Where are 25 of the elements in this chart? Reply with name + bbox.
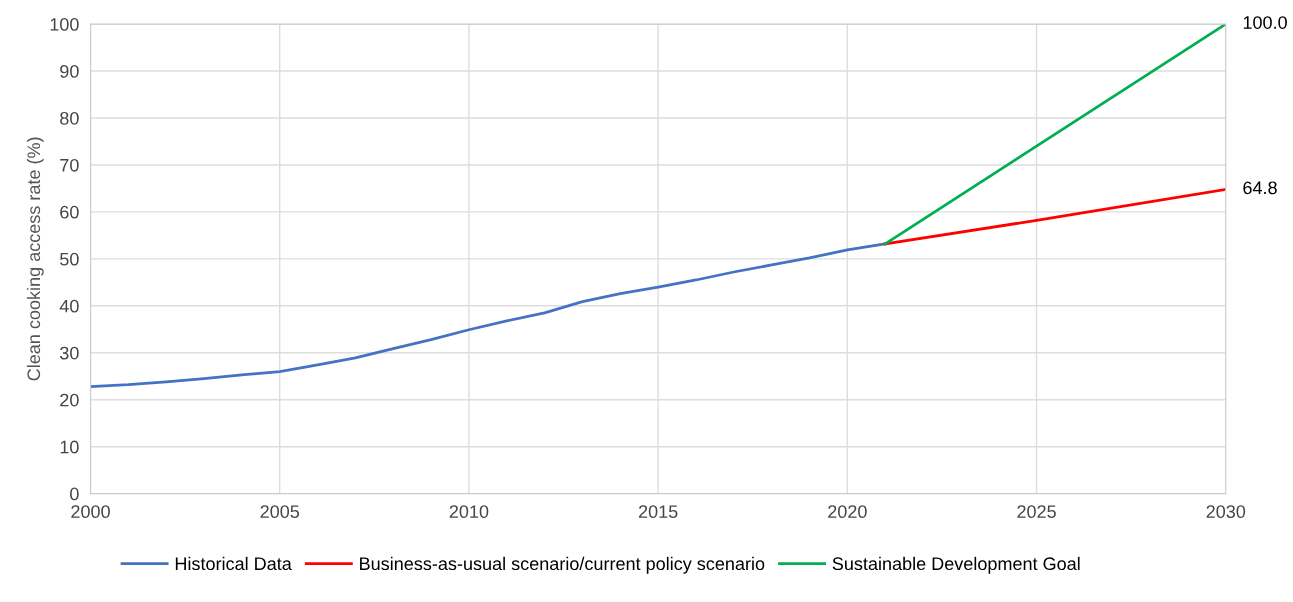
- x-tick-label: 2005: [260, 505, 300, 519]
- y-axis-title: Clean cooking access rate (%): [26, 137, 44, 381]
- legend-label: Sustainable Development Goal: [832, 556, 1080, 574]
- y-tick-label: 20: [60, 393, 79, 407]
- x-tick-label: 2015: [638, 505, 678, 519]
- y-tick-label: 90: [60, 64, 79, 78]
- legend-label: Historical Data: [175, 556, 292, 571]
- y-tick-label: 30: [60, 346, 79, 360]
- x-tick-label: 2010: [449, 505, 489, 519]
- y-tick-label: 80: [60, 111, 79, 125]
- annotation: 100.0: [1243, 16, 1287, 29]
- y-tick-label: 0: [70, 487, 79, 501]
- x-tick-label: 2030: [1206, 505, 1246, 519]
- line-series: [90, 242, 887, 388]
- annotation: 64.8: [1243, 181, 1277, 195]
- x-tick-label: 2025: [1017, 505, 1056, 519]
- y-tick-label: 50: [60, 252, 79, 266]
- y-tick-label: 40: [59, 299, 79, 313]
- y-tick-label: 70: [60, 158, 79, 172]
- y-tick-label: 60: [60, 205, 79, 219]
- y-tick-label: 100: [50, 18, 79, 31]
- x-tick-label: 2000: [71, 505, 110, 519]
- x-tick-label: 2020: [828, 505, 867, 519]
- y-tick-label: 10: [60, 440, 79, 454]
- legend-label: Business-as-usual scenario/current policy scenario: [360, 556, 765, 574]
